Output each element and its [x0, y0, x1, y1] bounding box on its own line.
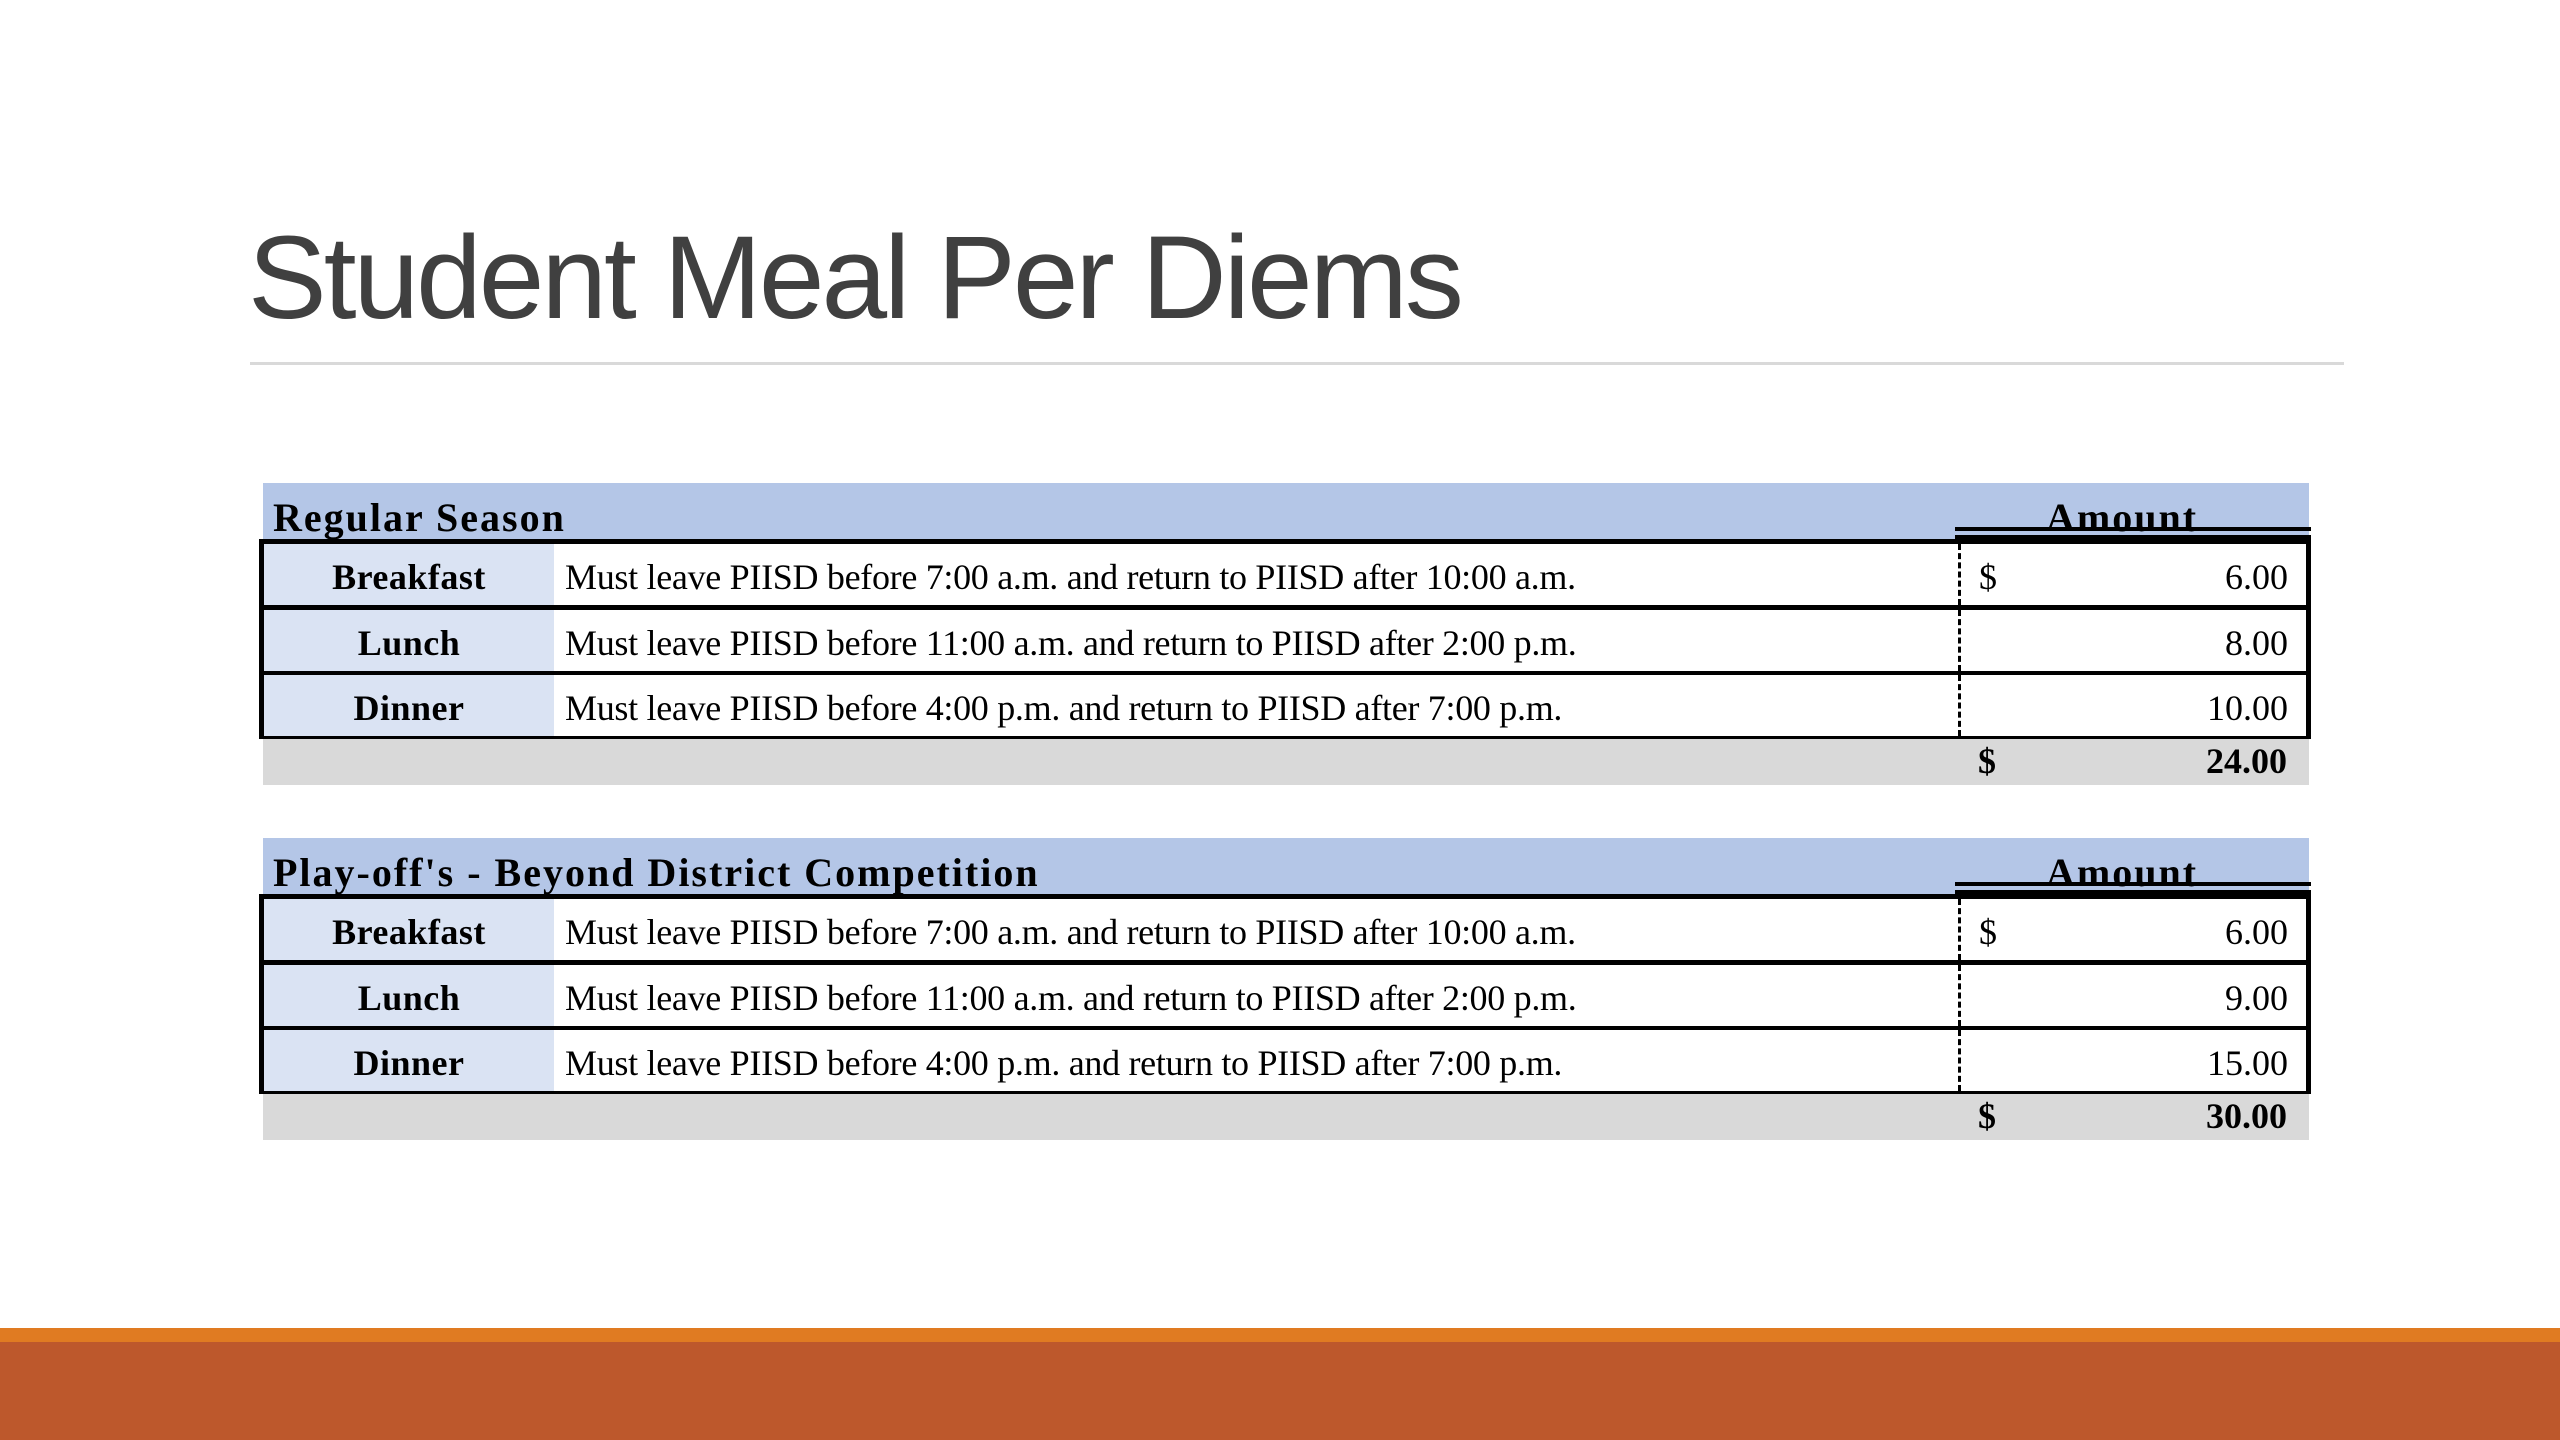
row-amount: 9.00	[2225, 978, 2288, 1018]
amount-divider	[1958, 675, 1961, 736]
footer-accent-stripe	[0, 1328, 2560, 1342]
row-amount: 6.00	[2225, 557, 2288, 597]
row-description: Must leave PIISD before 11:00 a.m. and r…	[565, 978, 1577, 1018]
table-body: Breakfast Must leave PIISD before 7:00 a…	[259, 894, 2311, 1094]
table-row: Dinner Must leave PIISD before 4:00 p.m.…	[264, 675, 2306, 736]
table-header: Regular Season Amount	[263, 483, 2309, 540]
meal-cell: Breakfast	[264, 544, 554, 605]
currency-sign: $	[1979, 912, 1997, 952]
meal-label: Lunch	[357, 623, 461, 663]
currency-sign: $	[1979, 557, 1997, 597]
amount-column-header: Amount	[2046, 495, 2199, 540]
total-amount: 24.00	[2206, 741, 2287, 781]
footer-bar	[0, 1342, 2560, 1440]
row-amount: 10.00	[2207, 688, 2288, 728]
row-description: Must leave PIISD before 4:00 p.m. and re…	[565, 688, 1563, 728]
total-amount: 30.00	[2206, 1096, 2287, 1136]
amount-divider	[1958, 610, 1961, 671]
meal-cell: Lunch	[264, 610, 554, 671]
row-amount: 8.00	[2225, 623, 2288, 663]
table-row: Lunch Must leave PIISD before 11:00 a.m.…	[264, 965, 2306, 1026]
total-row: $ 30.00	[263, 1094, 2309, 1140]
double-underline	[1955, 890, 2311, 894]
table-heading: Regular Season	[273, 495, 566, 540]
table-row: Dinner Must leave PIISD before 4:00 p.m.…	[264, 1030, 2306, 1091]
table-heading: Play-off's - Beyond District Competition	[273, 850, 1040, 895]
row-description: Must leave PIISD before 11:00 a.m. and r…	[565, 623, 1577, 663]
amount-divider	[1958, 1030, 1961, 1091]
slide-title: Student Meal Per Diems	[248, 212, 1464, 344]
total-currency-sign: $	[1978, 1096, 1996, 1136]
meal-cell: Dinner	[264, 1030, 554, 1091]
table-header: Play-off's - Beyond District Competition…	[263, 838, 2309, 895]
row-amount: 6.00	[2225, 912, 2288, 952]
meal-label: Dinner	[353, 1043, 465, 1083]
amount-divider	[1958, 899, 1961, 960]
meal-cell: Breakfast	[264, 899, 554, 960]
total-currency-sign: $	[1978, 741, 1996, 781]
meal-label: Breakfast	[332, 557, 486, 597]
double-underline	[1955, 882, 2311, 886]
meal-cell: Dinner	[264, 675, 554, 736]
amount-column-header: Amount	[2046, 850, 2199, 895]
table-row: Breakfast Must leave PIISD before 7:00 a…	[264, 899, 2306, 960]
table-row: Lunch Must leave PIISD before 11:00 a.m.…	[264, 610, 2306, 671]
table-row: Breakfast Must leave PIISD before 7:00 a…	[264, 544, 2306, 605]
row-amount: 15.00	[2207, 1043, 2288, 1083]
meal-label: Dinner	[353, 688, 465, 728]
title-divider	[250, 362, 2344, 365]
row-description: Must leave PIISD before 7:00 a.m. and re…	[565, 557, 1576, 597]
amount-divider	[1958, 544, 1961, 605]
table-body: Breakfast Must leave PIISD before 7:00 a…	[259, 539, 2311, 739]
meal-label: Lunch	[357, 978, 461, 1018]
amount-divider	[1958, 965, 1961, 1026]
meal-cell: Lunch	[264, 965, 554, 1026]
row-description: Must leave PIISD before 7:00 a.m. and re…	[565, 912, 1576, 952]
row-description: Must leave PIISD before 4:00 p.m. and re…	[565, 1043, 1563, 1083]
meal-label: Breakfast	[332, 912, 486, 952]
double-underline	[1955, 527, 2311, 531]
total-row: $ 24.00	[263, 739, 2309, 785]
double-underline	[1955, 535, 2311, 539]
